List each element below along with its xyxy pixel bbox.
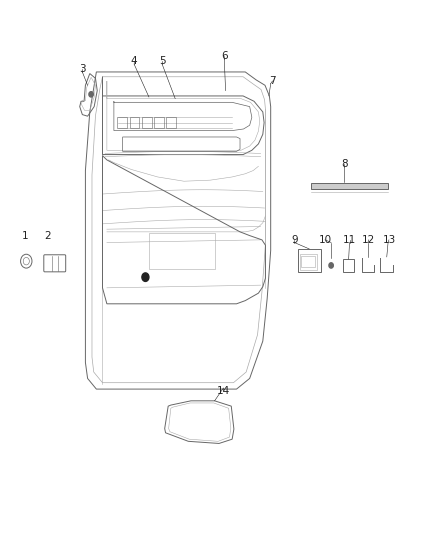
Bar [117, 117, 127, 128]
Text: 4: 4 [131, 56, 138, 66]
Bar [300, 254, 317, 270]
Circle shape [329, 263, 333, 268]
Circle shape [89, 92, 93, 97]
Text: 12: 12 [362, 235, 375, 245]
Bar [311, 183, 388, 189]
Text: 14: 14 [217, 386, 230, 396]
Bar [130, 117, 139, 128]
Text: 10: 10 [318, 235, 332, 245]
Text: 11: 11 [343, 235, 356, 245]
Text: 7: 7 [269, 76, 276, 86]
Bar [142, 117, 152, 128]
Bar [298, 249, 321, 272]
Text: 5: 5 [159, 56, 166, 66]
Text: 13: 13 [382, 235, 396, 245]
Text: 1: 1 [22, 231, 29, 240]
Text: 8: 8 [341, 159, 348, 169]
Circle shape [142, 273, 149, 281]
Bar [154, 117, 164, 128]
Text: 9: 9 [291, 235, 298, 245]
Text: 3: 3 [79, 64, 86, 74]
Bar [166, 117, 176, 128]
Bar [343, 259, 354, 272]
Text: 2: 2 [44, 231, 51, 240]
Text: 6: 6 [221, 51, 228, 61]
